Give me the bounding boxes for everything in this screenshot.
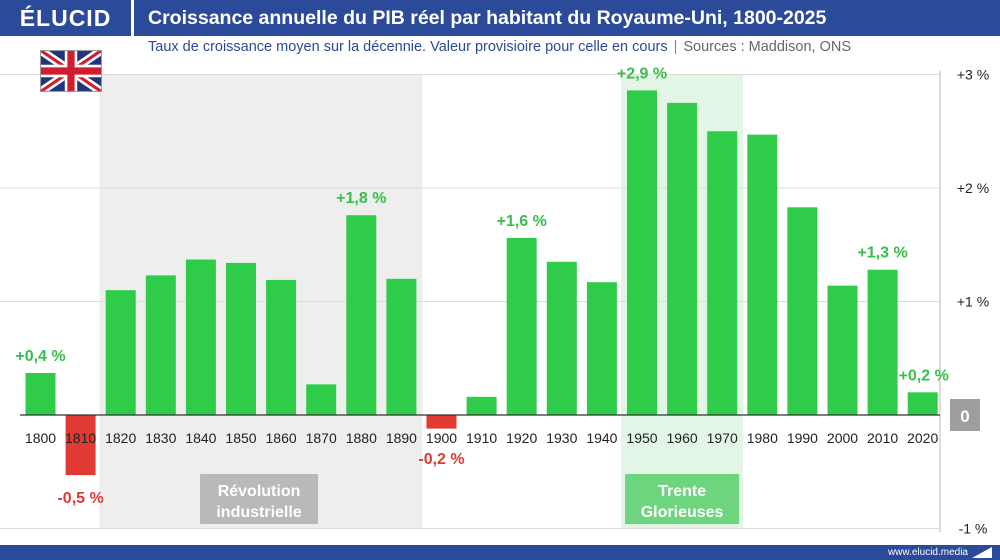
y-tick-label: +2 % (957, 180, 989, 196)
subtitle-text: Taux de croissance moyen sur la décennie… (148, 39, 668, 55)
x-tick-label: 1900 (426, 430, 457, 446)
x-tick-label: 1800 (25, 430, 56, 446)
bar (25, 373, 56, 415)
bar (667, 102, 698, 415)
bar (707, 131, 738, 415)
data-label: +1,3 % (857, 245, 907, 262)
data-label: +1,8 % (336, 190, 386, 207)
subtitle-separator: | (673, 39, 678, 55)
data-label: -0,2 % (418, 451, 464, 468)
bar (506, 237, 537, 415)
data-label: +2,9 % (617, 65, 667, 82)
x-tick-label: 1840 (185, 430, 216, 446)
footer-url[interactable]: www.elucid.media (887, 547, 968, 558)
bar (546, 261, 577, 415)
x-tick-label: 1890 (386, 430, 417, 446)
x-tick-label: 1830 (145, 430, 176, 446)
bar (386, 278, 417, 415)
bar (586, 282, 617, 415)
bar (306, 384, 337, 415)
x-tick-label: 1980 (747, 430, 778, 446)
data-label: -0,5 % (57, 490, 103, 507)
y-tick-label: +3 % (957, 67, 989, 83)
brand-logo: ÉLUCID (19, 4, 112, 31)
x-tick-label: 1930 (546, 430, 577, 446)
bar (827, 285, 858, 415)
x-tick-label: 2000 (827, 430, 858, 446)
brand-separator (131, 0, 134, 36)
data-label: +1,6 % (497, 213, 547, 230)
x-tick-label: 1810 (65, 430, 96, 446)
x-tick-label: 2020 (907, 430, 938, 446)
sources-text: Sources : Maddison, ONS (683, 39, 852, 55)
bar (466, 396, 497, 415)
zero-label-box (950, 399, 980, 431)
bar (185, 259, 216, 415)
zero-label: 0 (960, 407, 969, 426)
annotation-label-box (625, 474, 740, 524)
annotation-label: Révolution (218, 483, 301, 500)
x-tick-label: 1870 (306, 430, 337, 446)
header-bar: ÉLUCID Croissance annuelle du PIB réel p… (0, 0, 1000, 36)
chart-title: Croissance annuelle du PIB réel par habi… (148, 7, 827, 29)
bar (426, 415, 457, 429)
footer-bar: www.elucid.media (0, 545, 1000, 560)
annotation-label-box (200, 474, 319, 524)
bar (867, 269, 898, 415)
y-tick-label: +1 % (957, 294, 989, 310)
bar (907, 392, 938, 415)
bar (145, 275, 176, 415)
annotation-label: Trente (658, 483, 706, 500)
x-tick-label: 1990 (787, 430, 818, 446)
x-tick-label: 2010 (867, 430, 898, 446)
x-tick-label: 1820 (105, 430, 136, 446)
bar (787, 207, 818, 415)
x-tick-label: 1850 (225, 430, 256, 446)
bar (105, 290, 136, 415)
chart-subtitle: Taux de croissance moyen sur la décennie… (148, 37, 851, 57)
x-tick-label: 1910 (466, 430, 497, 446)
bar (627, 90, 657, 415)
x-tick-label: 1950 (626, 430, 657, 446)
x-tick-label: 1860 (266, 430, 297, 446)
x-tick-label: 1920 (506, 430, 537, 446)
annotation-label: industrielle (216, 504, 301, 521)
bar (65, 415, 96, 476)
elucid-mark-icon (972, 547, 992, 558)
bar (747, 134, 778, 415)
annotation-label: Glorieuses (641, 504, 724, 521)
y-tick-label: -1 % (959, 521, 988, 537)
x-tick-label: 1970 (707, 430, 738, 446)
bar (346, 215, 377, 415)
data-label: +0,2 % (899, 367, 949, 384)
bar (226, 262, 256, 415)
uk-flag-icon (40, 50, 102, 92)
x-tick-label: 1940 (586, 430, 617, 446)
data-label: +0,4 % (15, 348, 65, 365)
x-tick-label: 1880 (346, 430, 377, 446)
bar (266, 279, 297, 415)
x-tick-label: 1960 (667, 430, 698, 446)
